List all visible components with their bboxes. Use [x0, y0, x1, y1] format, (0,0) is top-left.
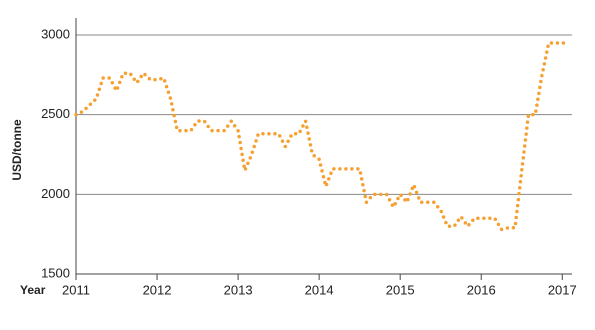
x-tick-label: 2017 — [548, 282, 577, 297]
x-tick-label: 2011 — [62, 282, 90, 297]
x-tick-label: 2016 — [467, 282, 496, 297]
x-tick-label: 2012 — [143, 282, 172, 297]
x-tick-label: 2013 — [224, 282, 253, 297]
y-tick-label: 2000 — [41, 186, 70, 201]
y-tick-label: 2500 — [41, 106, 70, 121]
x-tick-label: 2015 — [386, 282, 415, 297]
y-tick-label: 1500 — [41, 265, 70, 280]
y-tick-label: 3000 — [41, 26, 70, 41]
x-axis-label: Year — [20, 283, 46, 297]
y-axis-label: USD/tonne — [10, 119, 24, 181]
data-line — [74, 41, 571, 232]
x-tick-label: 2014 — [305, 282, 334, 297]
